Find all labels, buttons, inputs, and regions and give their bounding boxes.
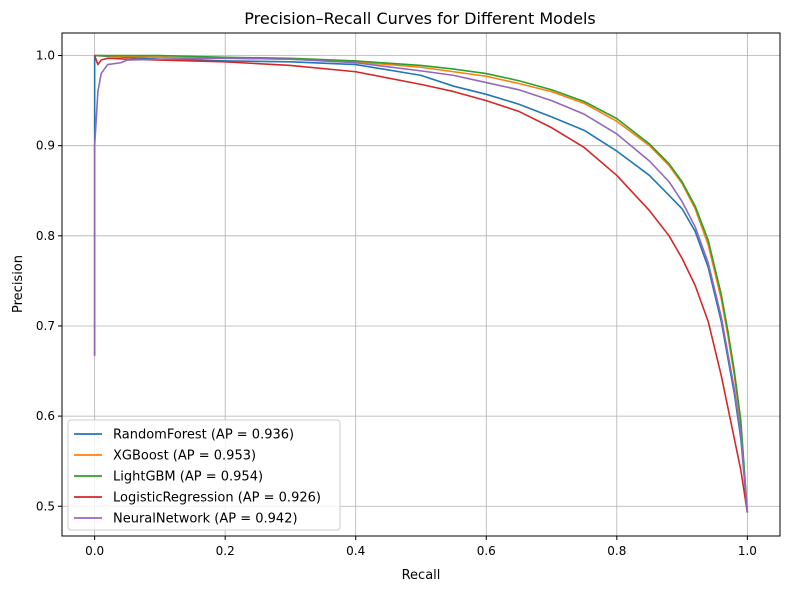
chart-title: Precision–Recall Curves for Different Mo… (244, 9, 596, 28)
legend-label-0: RandomForest (AP = 0.936) (113, 428, 294, 443)
axis-ticks: 0.0 0.2 0.4 0.6 0.8 1.0 0.5 0.6 0.7 0.8 0.9 1.0 (36, 49, 757, 558)
x-axis-label: Recall (402, 568, 441, 583)
y-axis-label: Precision (11, 255, 26, 313)
y-tick-label: 0.7 (36, 319, 55, 333)
x-tick-label: 0.0 (85, 544, 104, 558)
series-line-0 (93, 54, 749, 513)
legend-label-1: XGBoost (AP = 0.953) (113, 449, 256, 464)
x-tick-label: 0.4 (346, 544, 365, 558)
plot-area-frame (61, 32, 781, 537)
y-tick-label: 0.8 (36, 229, 55, 243)
x-tick-label: 0.8 (607, 544, 626, 558)
x-tick-label: 0.6 (477, 544, 496, 558)
legend-label-4: NeuralNetwork (AP = 0.942) (113, 512, 298, 527)
legend-label-2: LightGBM (AP = 0.954) (113, 470, 263, 485)
y-tick-label: 0.9 (36, 139, 55, 153)
y-tick-label: 0.5 (36, 499, 55, 513)
legend-frame (67, 419, 341, 531)
legend: RandomForest (AP = 0.936) XGBoost (AP = 0… (67, 419, 341, 531)
x-tick-label: 1.0 (738, 544, 757, 558)
y-tick-label: 1.0 (36, 49, 55, 63)
legend-label-3: LogisticRegression (AP = 0.926) (113, 491, 321, 506)
series-line-4 (93, 57, 749, 513)
series-line-2 (94, 54, 749, 513)
x-tick-label: 0.2 (216, 544, 235, 558)
series-lines (93, 54, 749, 513)
y-tick-label: 0.6 (36, 409, 55, 423)
